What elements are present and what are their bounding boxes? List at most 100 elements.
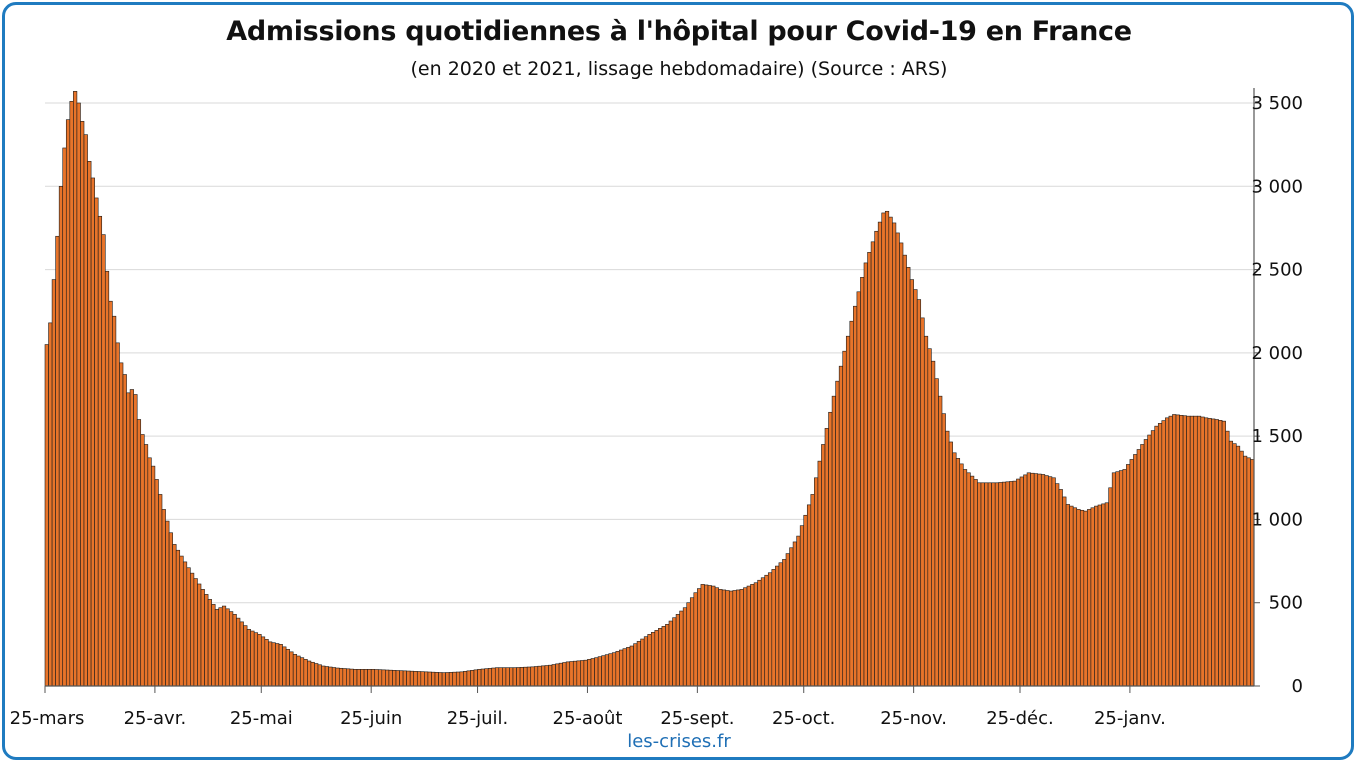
- x-tick-label: 25-nov.: [880, 708, 947, 729]
- x-tick-label: 25-août: [553, 708, 623, 729]
- bar: [1150, 430, 1156, 687]
- bar: [562, 662, 567, 687]
- bar: [611, 652, 617, 687]
- bar: [1104, 502, 1109, 687]
- bar: [1097, 504, 1102, 687]
- bar: [615, 651, 620, 687]
- bar: [413, 671, 418, 687]
- bar: [1186, 415, 1191, 687]
- bar: [1214, 419, 1219, 687]
- bar: [260, 636, 266, 687]
- bar: [119, 362, 124, 687]
- bar: [331, 667, 337, 687]
- bar: [90, 177, 95, 687]
- bar: [927, 348, 932, 687]
- bar: [665, 624, 670, 687]
- bar: [278, 644, 283, 687]
- bar: [980, 482, 985, 687]
- bar: [370, 669, 376, 687]
- bar: [289, 651, 294, 687]
- x-tick-label: 25-sept.: [660, 708, 734, 729]
- bar: [94, 197, 99, 687]
- bar: [1204, 417, 1209, 687]
- bar: [1037, 473, 1042, 687]
- bar: [420, 671, 425, 687]
- bar: [498, 667, 503, 687]
- bar: [158, 494, 163, 687]
- bar: [548, 664, 553, 687]
- bar: [1001, 481, 1007, 687]
- bar: [994, 482, 1000, 687]
- bar: [838, 365, 844, 687]
- bar: [814, 477, 819, 687]
- bar: [335, 667, 340, 687]
- bar: [136, 419, 142, 687]
- bar: [211, 604, 216, 687]
- y-tick-label: 2 500: [1251, 260, 1303, 281]
- axes: [44, 88, 1260, 693]
- bar: [62, 147, 67, 687]
- bar: [431, 671, 436, 687]
- bar: [1179, 415, 1184, 687]
- bar: [402, 670, 407, 687]
- bar: [58, 185, 64, 687]
- bar: [601, 655, 606, 687]
- bar: [523, 666, 528, 687]
- bar: [484, 668, 489, 687]
- bar: [909, 279, 914, 687]
- bar: [1019, 476, 1024, 687]
- bar: [509, 667, 514, 687]
- bar: [1072, 507, 1078, 687]
- y-tick-label: 500: [1269, 593, 1303, 614]
- bar: [1235, 445, 1241, 687]
- source-link[interactable]: les-crises.fr: [627, 731, 731, 752]
- bar: [296, 655, 301, 687]
- bar: [945, 430, 950, 687]
- bar: [948, 441, 953, 687]
- bar: [388, 669, 393, 687]
- bar: [1094, 505, 1099, 687]
- bar: [395, 670, 400, 687]
- chart-title: Admissions quotidiennes à l'hôpital pour…: [226, 16, 1132, 47]
- bar: [895, 232, 900, 687]
- bar: [675, 614, 680, 687]
- bar: [1090, 507, 1095, 687]
- bar: [271, 642, 276, 687]
- bar: [367, 669, 372, 687]
- bar: [285, 649, 290, 687]
- bar: [902, 254, 907, 687]
- bar: [129, 389, 134, 687]
- bar: [853, 305, 858, 687]
- bar: [966, 472, 971, 687]
- bar: [147, 457, 152, 687]
- bar: [884, 210, 890, 687]
- bar: [987, 482, 992, 687]
- bar: [87, 161, 92, 687]
- y-tick-label: 1 000: [1251, 509, 1303, 530]
- bar: [782, 559, 787, 687]
- bar: [1065, 504, 1070, 687]
- bar: [718, 589, 723, 687]
- bar: [916, 299, 922, 687]
- y-tick-label: 3 500: [1251, 93, 1303, 114]
- bar: [154, 479, 159, 687]
- bar: [1118, 470, 1124, 687]
- bar: [459, 671, 464, 687]
- bar: [1023, 474, 1028, 687]
- bar: [409, 670, 415, 687]
- bar: [583, 659, 588, 687]
- bar: [310, 661, 315, 687]
- bar: [480, 668, 485, 687]
- bar: [1196, 415, 1202, 687]
- bar: [44, 344, 49, 687]
- bar: [587, 659, 592, 687]
- bar: [1069, 505, 1074, 687]
- bar: [1140, 444, 1145, 687]
- x-tick-label: 25-juil.: [447, 708, 509, 729]
- bar: [424, 671, 429, 687]
- bar: [104, 270, 110, 687]
- bar: [1033, 473, 1039, 687]
- x-tick-labels: 25-mars 25-avr. 25-mai 25-juin 25-juil. 25-ao…: [10, 708, 1166, 729]
- bar: [977, 482, 982, 687]
- bar: [608, 653, 613, 687]
